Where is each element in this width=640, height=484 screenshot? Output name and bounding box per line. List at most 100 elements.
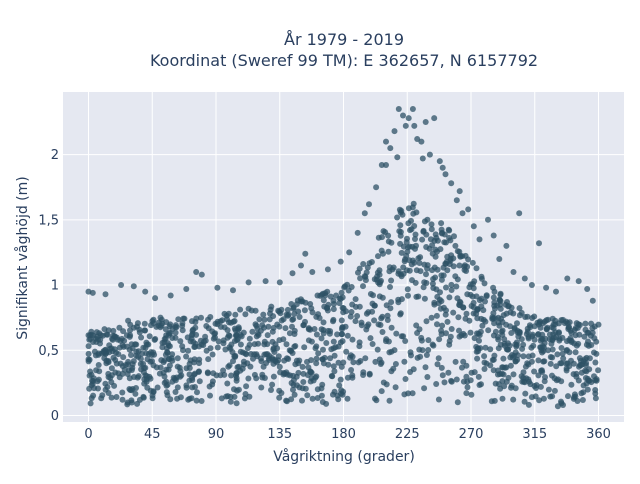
data-point	[397, 271, 404, 278]
data-point	[232, 311, 239, 318]
data-point	[492, 305, 498, 312]
data-point	[396, 228, 403, 235]
data-point	[576, 355, 583, 362]
y-tick-label: 2	[51, 148, 59, 163]
data-point	[144, 384, 151, 391]
data-point	[220, 367, 227, 374]
data-point	[582, 326, 589, 333]
data-point	[377, 361, 384, 367]
data-point	[89, 380, 96, 387]
data-point	[256, 316, 263, 323]
data-point	[360, 372, 367, 378]
data-point	[454, 399, 461, 406]
data-point	[371, 317, 378, 324]
data-point	[126, 375, 133, 382]
data-point	[242, 311, 249, 318]
data-point	[521, 398, 528, 405]
data-point	[495, 345, 502, 352]
data-point	[419, 236, 426, 243]
data-point	[259, 374, 266, 381]
data-point	[428, 221, 435, 228]
data-point	[507, 323, 514, 330]
data-point	[278, 306, 285, 313]
data-point	[422, 364, 429, 371]
data-point	[414, 330, 421, 336]
data-point	[260, 311, 267, 318]
data-point	[531, 323, 538, 330]
data-point	[270, 345, 277, 352]
data-point	[546, 331, 553, 338]
data-point	[93, 329, 100, 336]
data-point	[172, 329, 179, 336]
data-point	[521, 275, 528, 282]
data-point	[332, 344, 339, 351]
data-point	[314, 292, 321, 299]
data-point	[385, 248, 392, 255]
data-point	[514, 352, 521, 359]
data-point	[551, 387, 558, 394]
data-point	[384, 312, 391, 319]
data-point	[450, 309, 457, 316]
data-point	[476, 236, 483, 243]
data-point	[324, 266, 331, 273]
data-point	[304, 392, 311, 399]
data-point	[293, 382, 300, 389]
data-point	[330, 306, 337, 313]
data-point	[86, 372, 93, 379]
data-point	[149, 395, 156, 402]
data-point	[405, 220, 412, 227]
data-point	[463, 373, 470, 380]
x-tick-label: 45	[144, 427, 161, 442]
data-point	[367, 335, 374, 342]
data-point	[549, 346, 556, 353]
data-point	[378, 315, 385, 322]
data-point	[102, 380, 109, 387]
data-point	[364, 264, 371, 271]
data-point	[357, 358, 364, 364]
data-point	[420, 284, 427, 291]
data-point	[475, 345, 482, 352]
data-point	[347, 313, 354, 320]
data-point	[207, 314, 214, 320]
data-point	[556, 320, 562, 327]
data-point	[299, 397, 305, 404]
data-point	[264, 351, 271, 358]
data-point	[568, 381, 575, 388]
data-point	[136, 329, 143, 336]
data-point	[185, 347, 192, 354]
data-point	[555, 330, 562, 337]
data-point	[485, 216, 491, 223]
data-point	[338, 387, 345, 394]
data-point	[380, 379, 387, 386]
data-point	[315, 311, 322, 318]
data-point	[312, 345, 319, 352]
data-point	[378, 247, 385, 254]
data-point	[87, 336, 94, 342]
data-point	[438, 331, 445, 338]
data-point	[338, 289, 345, 296]
data-point	[219, 317, 226, 324]
data-point	[320, 297, 327, 304]
data-point	[433, 312, 440, 319]
data-point	[327, 355, 334, 362]
data-point	[245, 279, 252, 286]
data-point	[518, 373, 525, 380]
data-point	[126, 333, 133, 340]
data-point	[241, 395, 248, 402]
data-point	[405, 115, 412, 122]
data-point	[425, 347, 432, 353]
data-point	[413, 322, 420, 329]
data-point	[177, 338, 184, 345]
data-point	[434, 361, 441, 368]
data-point	[490, 232, 497, 239]
data-point	[385, 232, 392, 239]
data-point	[481, 280, 488, 287]
data-point	[525, 376, 532, 383]
data-point	[432, 253, 439, 260]
data-point	[413, 293, 420, 300]
data-point	[581, 333, 588, 340]
data-point	[402, 338, 409, 344]
data-point	[307, 301, 314, 307]
data-point	[392, 384, 399, 391]
data-point	[244, 345, 251, 352]
